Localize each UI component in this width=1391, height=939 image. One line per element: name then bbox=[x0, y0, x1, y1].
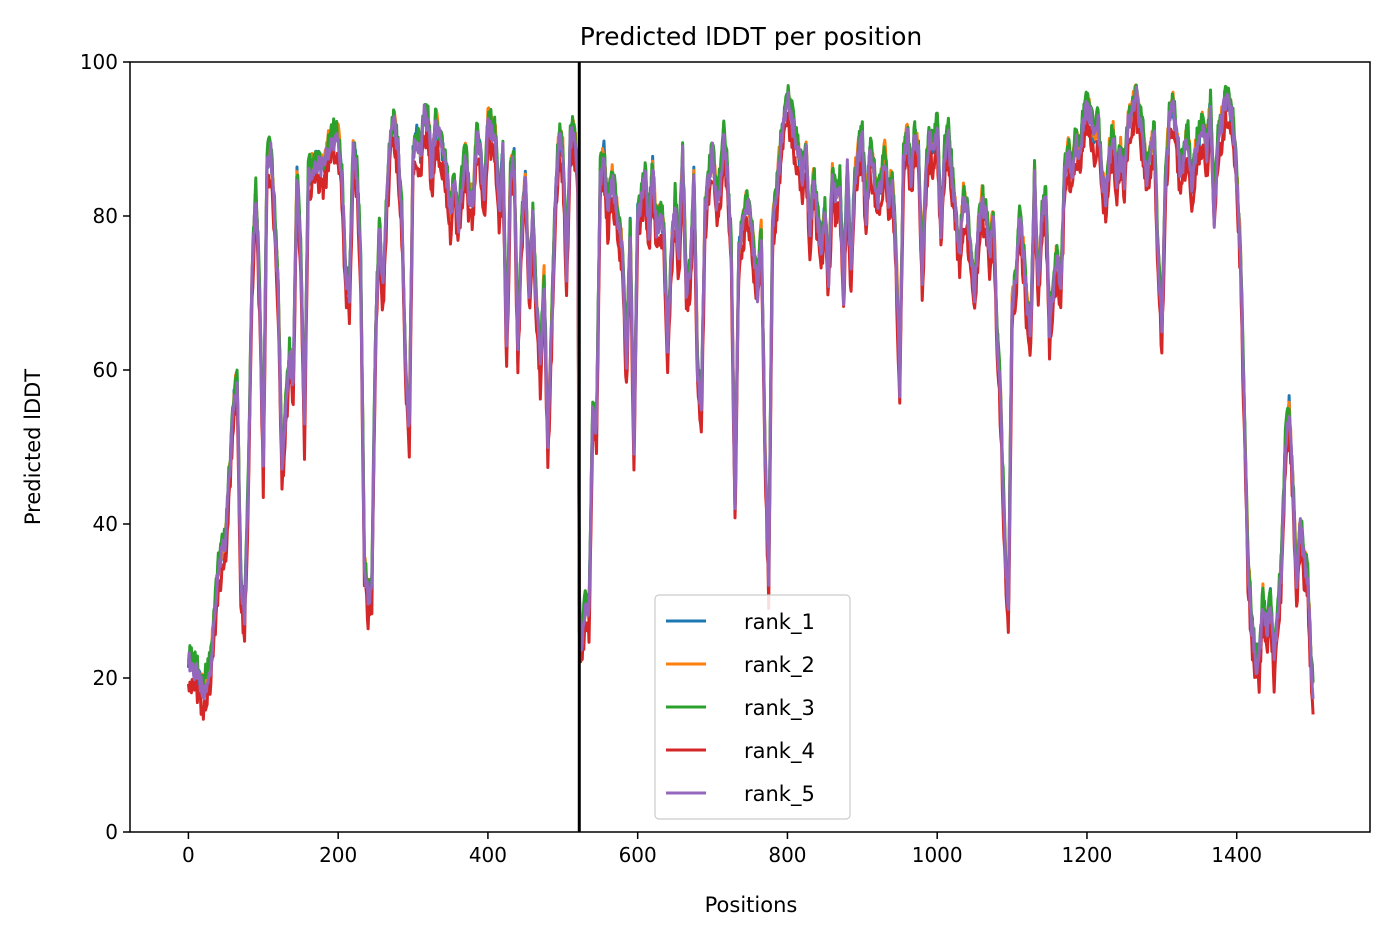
y-tick-label: 40 bbox=[93, 512, 118, 536]
series-lines bbox=[186, 83, 1315, 721]
x-tick-label: 1200 bbox=[1062, 843, 1113, 867]
y-tick-label: 100 bbox=[80, 50, 118, 74]
x-tick-label: 600 bbox=[619, 843, 657, 867]
y-tick-label: 0 bbox=[105, 820, 118, 844]
y-tick-label: 60 bbox=[93, 358, 118, 382]
x-tick-label: 1000 bbox=[912, 843, 963, 867]
x-tick-label: 800 bbox=[768, 843, 806, 867]
y-axis-ticks: 0 20 40 60 80 100 bbox=[80, 50, 130, 844]
legend: rank_1 rank_2 rank_3 rank_4 rank_5 bbox=[654, 594, 851, 820]
legend-label: rank_3 bbox=[744, 696, 815, 721]
chart-title: Predicted lDDT per position bbox=[580, 22, 922, 51]
series-line-rank-5 bbox=[186, 85, 1315, 701]
x-axis-ticks: 0 200 400 600 800 1000 1200 1400 bbox=[182, 832, 1262, 867]
legend-box bbox=[654, 594, 851, 820]
x-tick-label: 1400 bbox=[1211, 843, 1262, 867]
legend-label: rank_1 bbox=[744, 610, 815, 635]
x-axis-title: Positions bbox=[705, 893, 798, 917]
x-tick-label: 400 bbox=[469, 843, 507, 867]
x-tick-label: 200 bbox=[319, 843, 357, 867]
legend-label: rank_2 bbox=[744, 653, 815, 678]
y-axis-title: Predicted lDDT bbox=[21, 369, 45, 525]
legend-label: rank_4 bbox=[744, 739, 815, 764]
y-tick-label: 80 bbox=[93, 204, 118, 228]
plot-frame bbox=[129, 61, 1371, 833]
x-tick-label: 0 bbox=[182, 843, 195, 867]
legend-label: rank_5 bbox=[744, 782, 815, 807]
y-tick-label: 20 bbox=[93, 666, 118, 690]
